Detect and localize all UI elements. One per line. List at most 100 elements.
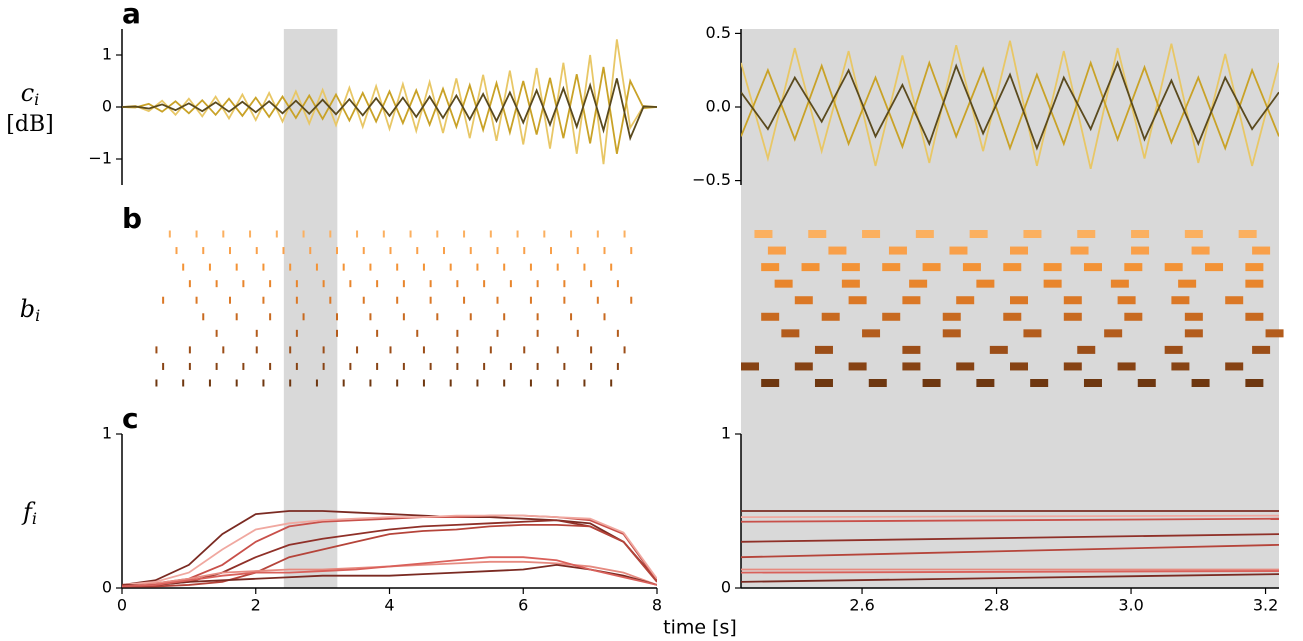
spike	[336, 247, 338, 255]
spike	[235, 313, 238, 321]
spike	[623, 230, 626, 238]
spike	[630, 247, 633, 255]
spike	[1070, 246, 1089, 255]
spike	[362, 247, 365, 255]
spike	[456, 346, 459, 354]
spike	[262, 379, 265, 387]
series-line	[741, 573, 1279, 583]
spike	[349, 280, 352, 288]
spike	[529, 296, 532, 304]
spike	[215, 280, 218, 288]
spike	[369, 263, 372, 271]
spike	[1225, 362, 1244, 371]
spike	[969, 230, 988, 238]
spike	[295, 329, 298, 337]
spike	[583, 263, 586, 271]
series-line	[122, 523, 657, 588]
spike	[1124, 312, 1143, 321]
spike	[483, 280, 486, 288]
spike	[610, 379, 613, 387]
spike	[794, 296, 813, 305]
spike	[976, 379, 995, 387]
spike	[989, 345, 1008, 354]
spike	[389, 346, 392, 354]
spike	[536, 280, 539, 288]
y-label-subscript: i	[35, 306, 40, 325]
spike	[862, 329, 881, 338]
panel-letter: a	[122, 0, 141, 30]
spike	[202, 247, 205, 255]
series-line	[741, 517, 1279, 523]
spike	[1238, 230, 1257, 238]
y-tick-label: 0.5	[706, 23, 731, 42]
series-line	[741, 514, 1279, 519]
spike	[235, 379, 238, 387]
y-label-symbol: b	[20, 295, 35, 323]
spike	[208, 379, 211, 387]
spike	[616, 280, 619, 288]
spike	[1077, 345, 1096, 354]
spike	[416, 247, 419, 255]
series-line	[741, 543, 1279, 559]
spike	[483, 362, 486, 370]
spike	[222, 346, 225, 354]
spike	[1010, 296, 1028, 305]
spike	[848, 296, 867, 305]
panel-letter: b	[122, 202, 142, 235]
spike	[902, 296, 921, 305]
x-label: time [s]	[663, 617, 737, 639]
series-line	[122, 78, 657, 142]
spike	[489, 230, 492, 238]
spike	[1131, 230, 1150, 238]
y-label-subscript: i	[34, 90, 39, 109]
spike	[396, 379, 399, 387]
spike	[1245, 312, 1264, 321]
spike	[463, 230, 466, 238]
spike	[389, 247, 392, 255]
spike	[1030, 379, 1049, 387]
spike	[369, 379, 372, 387]
spike	[781, 329, 800, 338]
spike	[235, 263, 238, 271]
spike	[229, 247, 231, 255]
spike	[761, 263, 780, 272]
spike	[195, 230, 198, 238]
spike	[342, 263, 345, 271]
y-label-unit: [dB]	[6, 112, 53, 137]
spike	[295, 296, 298, 304]
spike	[255, 247, 258, 255]
spike	[249, 230, 252, 238]
y-tick-label: 0	[721, 578, 731, 597]
spike	[1245, 379, 1264, 387]
spike	[1171, 362, 1190, 371]
spike	[590, 280, 593, 288]
spike	[1245, 263, 1264, 272]
y-tick-label: 0	[102, 578, 112, 597]
spike	[162, 362, 165, 370]
spike	[902, 362, 921, 371]
spike	[1164, 345, 1183, 354]
spike	[841, 263, 860, 272]
spike	[761, 312, 780, 321]
spike	[382, 230, 385, 238]
spike	[322, 280, 325, 288]
series-line	[122, 39, 657, 165]
spike	[242, 362, 245, 370]
spike	[443, 247, 445, 255]
spike	[1010, 246, 1028, 255]
spike	[942, 329, 961, 338]
spike	[269, 280, 272, 288]
y-label: bi	[20, 295, 41, 325]
spike	[302, 230, 305, 238]
y-tick-label: 0	[102, 97, 112, 116]
spike	[570, 313, 573, 321]
spike	[529, 263, 532, 271]
spike	[550, 247, 552, 255]
spike	[429, 296, 432, 304]
x-tick-label: 6	[518, 596, 528, 615]
spike	[155, 346, 158, 354]
spike	[229, 296, 231, 304]
series-line	[122, 510, 657, 586]
spike	[821, 312, 840, 321]
